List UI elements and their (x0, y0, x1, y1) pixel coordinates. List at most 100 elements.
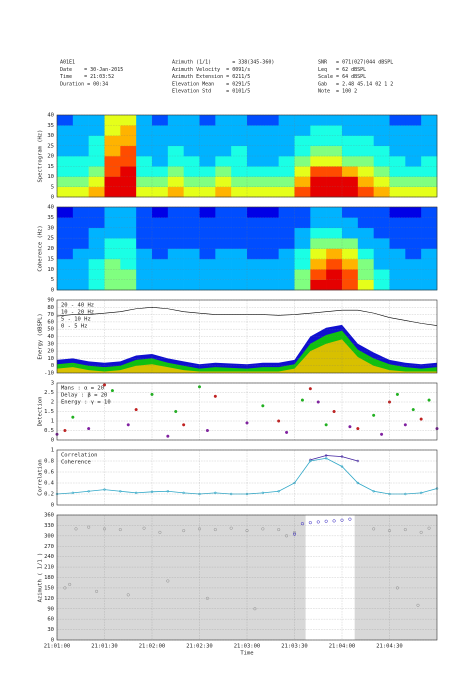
legend-entry: Mans : α = 20 (61, 386, 104, 392)
scatter-point (285, 430, 289, 434)
panel-frame (56, 299, 438, 374)
series-line (56, 457, 438, 495)
highlight-window (305, 515, 355, 640)
heatmap-cell (389, 207, 406, 218)
heatmap-cell (373, 217, 390, 229)
heatmap-cell (326, 279, 343, 291)
scatter-point (277, 528, 281, 532)
scatter-point (395, 392, 399, 396)
heatmap-cell (199, 166, 216, 177)
y-tick-label: 0 (51, 503, 54, 509)
heatmap-cell (262, 135, 279, 147)
y-tick-label: 50 (47, 327, 54, 333)
heatmap-cell (136, 258, 153, 270)
heatmap-cell (231, 207, 248, 218)
heatmap-cell (152, 238, 169, 249)
heatmap-cell (405, 207, 422, 218)
heatmap-cell (136, 145, 153, 157)
heatmap-cell (405, 156, 422, 167)
heatmap-cell (294, 125, 311, 136)
heatmap-cell (72, 217, 89, 229)
heatmap-cell (373, 176, 390, 188)
scatter-point (182, 423, 186, 427)
heatmap-cell (199, 269, 216, 280)
heatmap-cell (136, 115, 153, 126)
x-tick-label: 21:01:30 (91, 644, 118, 650)
heatmap-cell (183, 269, 200, 280)
y-tick-label: 60 (47, 617, 54, 623)
heatmap-cell (120, 279, 137, 291)
legend-entry: 10 - 20 Hz (61, 310, 94, 316)
heatmap-cell (373, 279, 390, 291)
scatter-point (126, 423, 130, 427)
heatmap-cell (199, 115, 216, 126)
heatmap-cell (199, 238, 216, 249)
heatmap-cell (120, 115, 137, 126)
heatmap-cell (262, 186, 279, 198)
heatmap-cell (120, 135, 137, 147)
heatmap-cell (247, 176, 264, 188)
heatmap-cell (262, 166, 279, 177)
energy-area (57, 339, 437, 373)
heatmap-cell (294, 176, 311, 188)
y-tick-label: 25 (47, 143, 54, 149)
heatmap-cell (294, 238, 311, 249)
heatmap-cell (326, 248, 343, 260)
scatter-point (387, 529, 392, 533)
y-tick-label: 35 (47, 123, 54, 129)
heatmap-cell (120, 238, 137, 249)
heatmap-cell (72, 125, 89, 136)
heatmap-cell (294, 279, 311, 291)
heatmap-cell (231, 156, 248, 167)
heatmap-cell (120, 176, 137, 188)
heatmap-cell (167, 279, 184, 291)
series-point (356, 459, 360, 463)
x-tick-label: 21:03:00 (234, 644, 261, 650)
legend-entry: Correlation (61, 453, 97, 459)
heatmap-cell (389, 269, 406, 280)
header-line: Azimuth Extension = 0211/5 (172, 74, 250, 80)
scatter-point (372, 413, 376, 417)
heatmap-cell (357, 186, 374, 198)
y-tick-label: 30 (47, 341, 54, 347)
heatmap-cell (104, 145, 121, 157)
heatmap-cell (247, 238, 264, 249)
y-tick-label: 10 (47, 356, 54, 362)
heatmap-cell (357, 248, 374, 260)
scatter-point (213, 528, 217, 532)
scatter-point (229, 526, 233, 530)
heatmap-cell (294, 269, 311, 280)
heatmap-cell (215, 279, 232, 291)
heatmap-cell (278, 269, 295, 280)
heatmap-cell (167, 227, 184, 239)
y-tick-label: 15 (47, 256, 54, 262)
heatmap-cell (326, 207, 343, 218)
heatmap-cell (389, 217, 406, 229)
heatmap-cell (342, 238, 359, 249)
y-tick-label: 20 (47, 246, 54, 252)
heatmap-cell (152, 279, 169, 291)
heatmap-cell (136, 217, 153, 229)
heatmap-cell (342, 269, 359, 280)
heatmap-cell (104, 207, 121, 218)
heatmap-cell (183, 145, 200, 157)
scatter-point (134, 408, 138, 412)
y-tick-label: 0.6 (44, 470, 54, 476)
heatmap-cell (57, 145, 74, 157)
heatmap-cell (215, 156, 232, 167)
panel-frame (56, 206, 438, 291)
y-tick-label: 30 (47, 225, 54, 231)
heatmap-cell (88, 125, 105, 136)
heatmap-cell (136, 186, 153, 198)
heatmap-cell (183, 207, 200, 218)
heatmap-cell (278, 207, 295, 218)
heatmap-cell (183, 156, 200, 167)
series-point (356, 481, 360, 485)
heatmap-cell (57, 227, 74, 239)
heatmap-cell (57, 248, 74, 260)
series-point (150, 490, 154, 494)
heatmap-cell (120, 207, 137, 218)
heatmap-cell (294, 227, 311, 239)
heatmap-cell (421, 115, 438, 126)
scatter-point (68, 582, 72, 586)
